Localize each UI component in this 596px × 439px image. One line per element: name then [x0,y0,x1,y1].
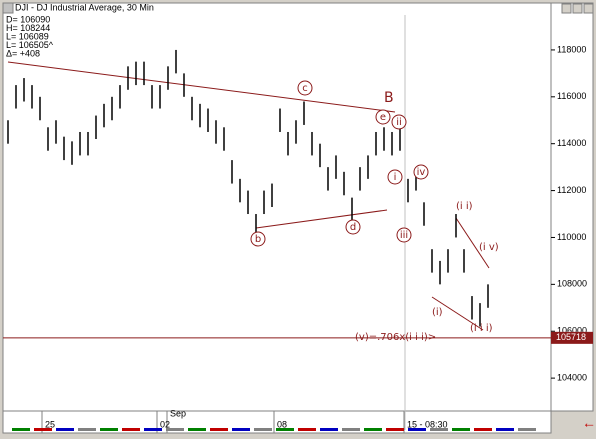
session-strip [210,428,228,431]
session-strip [122,428,140,431]
annotation: i [394,172,397,183]
trend-line [255,209,388,229]
y-tick-label: 118000 [557,44,586,54]
annotation: iii [400,230,408,241]
annotation-ring [375,109,391,125]
y-tick-label: 116000 [557,91,586,101]
annotation: (v)=.706x(i i i)> [355,332,436,343]
y-tick-label: 112000 [557,185,586,195]
trend-line [455,217,490,269]
session-strip [12,428,30,431]
scroll-arrow[interactable]: ← [582,415,596,431]
session-strip [254,428,272,431]
plot-area [2,2,552,412]
info-text: H= 108244 [6,23,50,33]
maximize-button[interactable] [572,3,583,14]
minimize-button[interactable] [561,3,572,14]
session-strip [78,428,96,431]
annotation: B [384,90,394,106]
annotation-ring [396,227,412,243]
x-tick-label: Sep [170,408,186,418]
info-text: D= 106090 [6,14,50,24]
x-tick-label: 15 - 08:30 [407,419,448,429]
chart-title: DJI - DJ Industrial Average, 30 Min [15,2,154,12]
y-tick-label: 104000 [557,372,587,382]
info-text: L= 106089 [6,31,49,41]
y-tick-label: 114000 [557,138,586,148]
annotation-ring [345,219,361,235]
annotation: ii [396,117,402,128]
info-text: L= 106505^ [6,40,54,50]
session-strip [408,428,426,431]
x-tick-label: 08 [277,419,287,429]
session-strip [496,428,514,431]
session-strip [34,428,52,431]
session-strip [56,428,74,431]
session-strip [364,428,382,431]
annotation: b [255,234,261,245]
session-strip [100,428,118,431]
menu-button[interactable] [2,2,14,14]
annotation: (i i i) [470,323,493,334]
session-strip [166,428,184,431]
session-strip [320,428,338,431]
trend-lines [7,61,490,331]
session-strip [430,428,448,431]
close-button[interactable] [583,3,594,14]
annotation: e [380,112,386,123]
info-text: Δ= +408 [6,48,40,58]
annotation: d [350,222,356,233]
session-strip [144,428,162,431]
y-tick-label: 110000 [557,232,586,242]
session-strip [474,428,492,431]
session-strip [342,428,360,431]
annotation: iv [417,167,426,178]
annotation: (i i) [456,201,473,212]
price-axis [550,2,594,412]
last-price-label: 105718 [556,332,586,342]
session-strip [298,428,316,431]
annotation-ring [387,169,403,185]
annotation-ring [413,164,429,180]
trend-line [7,61,396,113]
annotation: c [302,83,308,94]
annotation: (i v) [479,242,499,253]
y-tick-label: 106000 [557,326,587,336]
session-strip [276,428,294,431]
x-tick-label: 02 [160,419,170,429]
annotation: (i) [432,307,443,318]
annotation-ring [250,231,266,247]
session-strip [452,428,470,431]
time-axis [2,410,552,434]
session-strip [386,428,404,431]
session-strip [232,428,250,431]
session-strip [518,428,536,431]
annotation-ring [297,80,313,96]
last-price-box [551,331,593,344]
trend-line [431,296,484,331]
y-tick-label: 108000 [557,279,587,289]
session-strip [188,428,206,431]
annotation-ring [391,114,407,130]
x-tick-label: 25 [45,419,55,429]
